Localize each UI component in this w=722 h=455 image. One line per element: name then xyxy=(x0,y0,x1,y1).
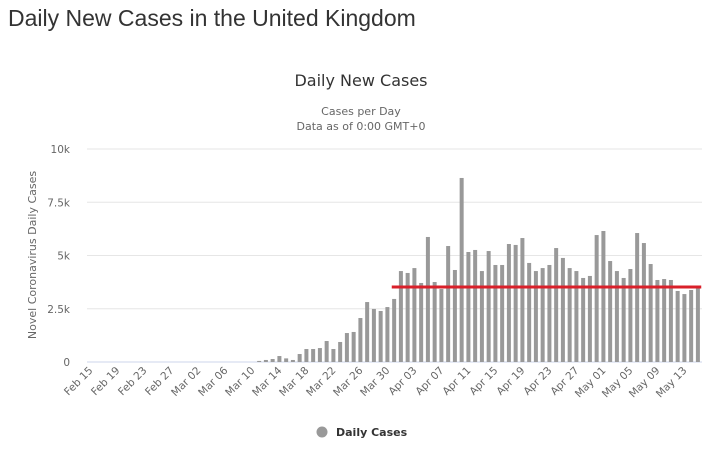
bar[interactable] xyxy=(331,349,336,362)
bar[interactable] xyxy=(527,262,532,362)
bar[interactable] xyxy=(635,233,640,362)
y-tick-label: 5k xyxy=(57,251,71,263)
bar[interactable] xyxy=(608,261,613,362)
bar[interactable] xyxy=(473,249,478,362)
bar[interactable] xyxy=(587,275,592,362)
bar[interactable] xyxy=(513,244,518,362)
bar[interactable] xyxy=(621,277,626,362)
bar[interactable] xyxy=(297,354,302,362)
bar[interactable] xyxy=(304,349,309,362)
x-tick-label: Feb 19 xyxy=(89,365,122,398)
x-tick-label: Mar 30 xyxy=(358,365,392,399)
bar[interactable] xyxy=(628,269,633,362)
bar[interactable] xyxy=(493,264,498,362)
bar[interactable] xyxy=(311,349,316,362)
bar[interactable] xyxy=(648,264,653,362)
chart-subtitle-line-1: Cases per Day xyxy=(321,105,401,118)
x-tick-label: Feb 23 xyxy=(116,365,149,398)
bar[interactable] xyxy=(412,268,417,362)
bar[interactable] xyxy=(479,271,484,362)
bar[interactable] xyxy=(398,271,403,362)
legend[interactable]: Daily Cases xyxy=(316,426,408,439)
bar[interactable] xyxy=(351,331,356,362)
x-tick-label: Apr 11 xyxy=(440,365,473,398)
bar[interactable] xyxy=(547,264,552,362)
bar[interactable] xyxy=(257,360,262,362)
x-tick-label: Apr 07 xyxy=(413,365,446,398)
bar[interactable] xyxy=(405,272,410,362)
y-tick-label: 7.5k xyxy=(47,197,71,209)
bar[interactable] xyxy=(277,356,282,362)
legend-label[interactable]: Daily Cases xyxy=(336,426,408,439)
bar[interactable] xyxy=(425,236,430,362)
bar[interactable] xyxy=(581,277,586,362)
bar[interactable] xyxy=(500,264,505,362)
x-tick-label: Apr 03 xyxy=(386,365,419,398)
bar[interactable] xyxy=(533,271,538,362)
bar[interactable] xyxy=(459,177,464,362)
bar[interactable] xyxy=(338,341,343,362)
bar[interactable] xyxy=(284,358,289,362)
bar[interactable] xyxy=(601,231,606,362)
bar[interactable] xyxy=(689,290,694,362)
bar[interactable] xyxy=(520,238,525,362)
bar[interactable] xyxy=(452,269,457,362)
bar[interactable] xyxy=(290,359,295,362)
x-tick-label: Apr 23 xyxy=(521,365,554,398)
bar[interactable] xyxy=(439,289,444,362)
y-tick-label: 10k xyxy=(51,144,71,156)
page-title: Daily New Cases in the United Kingdom xyxy=(8,5,416,31)
bar[interactable] xyxy=(506,243,511,362)
bar[interactable] xyxy=(419,282,424,362)
bar[interactable] xyxy=(270,359,275,362)
bar[interactable] xyxy=(655,279,660,362)
bar[interactable] xyxy=(263,359,268,362)
bar[interactable] xyxy=(560,257,565,362)
bar[interactable] xyxy=(675,290,680,362)
bar[interactable] xyxy=(392,298,397,362)
bar[interactable] xyxy=(641,243,646,362)
bar[interactable] xyxy=(574,271,579,362)
bar[interactable] xyxy=(365,302,370,362)
bar[interactable] xyxy=(378,310,383,362)
bar[interactable] xyxy=(567,268,572,362)
chart-subtitle-line-2: Data as of 0:00 GMT+0 xyxy=(297,120,426,133)
x-tick-label: Apr 19 xyxy=(494,365,527,398)
bar[interactable] xyxy=(432,282,437,362)
bar[interactable] xyxy=(614,271,619,362)
bar[interactable] xyxy=(466,251,471,362)
bar[interactable] xyxy=(371,308,376,362)
bar[interactable] xyxy=(554,248,559,362)
bar[interactable] xyxy=(662,279,667,362)
bar[interactable] xyxy=(317,348,322,362)
bar[interactable] xyxy=(446,246,451,362)
bar[interactable] xyxy=(668,279,673,362)
bar[interactable] xyxy=(540,268,545,362)
bar[interactable] xyxy=(344,333,349,362)
y-axis-title: Novel Coronavirus Daily Cases xyxy=(26,171,39,339)
x-tick-label: Feb 15 xyxy=(62,365,95,398)
bar[interactable] xyxy=(682,294,687,362)
bar[interactable] xyxy=(385,307,390,362)
bar[interactable] xyxy=(324,341,329,362)
bar[interactable] xyxy=(695,286,700,362)
y-tick-label: 0 xyxy=(63,357,70,369)
legend-marker xyxy=(316,426,328,438)
y-tick-label: 2.5k xyxy=(47,304,71,316)
bar[interactable] xyxy=(594,235,599,362)
bar[interactable] xyxy=(486,251,491,362)
x-tick-label: Apr 15 xyxy=(467,365,500,398)
chart-title: Daily New Cases xyxy=(294,71,427,90)
bar[interactable] xyxy=(358,318,363,362)
